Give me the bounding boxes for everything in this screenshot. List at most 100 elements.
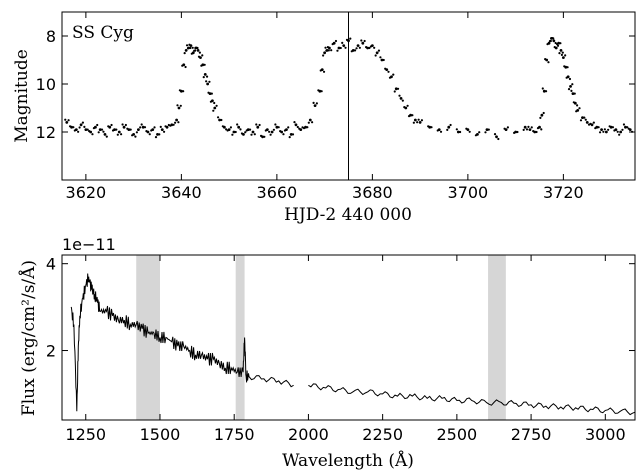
light-curve-point [175,118,179,122]
light-curve-point [465,127,468,130]
light-curve-point [207,91,210,94]
light-curve-point [379,56,382,59]
light-curve-point [203,63,206,66]
light-curve-points [64,37,634,141]
light-curve-point [188,43,191,46]
spectrum-xtick-label: 2000 [288,425,329,444]
light-curve-ytick-label: 12 [36,123,56,142]
light-curve-point [215,104,218,107]
light-curve-point [358,46,361,49]
spectrum-ytick-label: 2 [46,342,56,361]
light-curve-point [412,121,415,124]
light-curve-point [317,89,320,92]
light-curve-point [232,130,236,134]
light-curve-point [111,129,115,132]
light-curve-point [622,123,626,126]
light-curve-point [103,133,107,136]
light-curve-point [522,128,525,131]
light-curve-point [355,47,358,50]
light-curve-point [240,132,244,135]
light-curve-point [345,38,349,42]
light-curve-point [189,46,192,50]
light-curve-point [177,106,181,110]
light-curve-point [363,39,366,43]
light-curve-point [124,123,127,127]
light-curve-point [573,92,576,95]
light-curve-point [289,133,293,136]
spectrum-xtick-label: 1250 [65,425,106,444]
light-curve-point [84,128,88,132]
light-curve-point [399,97,403,100]
light-curve-point [282,133,285,136]
spectrum-scale-note: 1e−11 [62,235,116,254]
light-curve-point [64,118,67,121]
light-curve-point [176,104,179,107]
light-curve-xtick-label: 3700 [448,183,489,202]
light-curve-point [327,49,330,52]
light-curve-point [535,130,538,134]
light-curve-point [396,87,400,90]
light-curve-point [556,43,559,46]
light-curve-point [201,54,204,57]
light-curve-point [308,118,312,122]
light-curve-point [172,123,175,126]
light-curve-point [561,56,565,59]
light-curve-point [353,49,357,52]
light-curve-point [420,119,424,122]
light-curve-point [205,80,208,83]
light-curve-point [563,65,566,68]
light-curve-point [528,128,532,132]
spectrum-ylabel: Flux (erg/cm²/s/Å) [18,260,39,416]
light-curve-point [583,116,586,119]
light-curve-point [248,128,252,131]
light-curve-point [148,133,151,136]
light-curve-point [312,101,315,104]
spectrum-shaded-band [488,255,506,420]
light-curve-point [603,128,606,131]
light-curve-point [449,123,452,127]
light-curve-point [559,42,562,45]
light-curve-point [546,43,549,46]
light-curve-point [497,137,500,141]
light-curve-point [567,88,571,91]
light-curve-point [137,128,140,132]
light-curve-point [456,130,460,134]
light-curve-point [506,126,509,129]
light-curve-point [578,107,581,110]
light-curve-point [439,130,443,133]
light-curve-point [542,89,546,93]
light-curve-point [269,133,272,136]
light-curve-point [296,125,299,129]
light-curve-point [493,133,497,136]
spectrum-xtick-label: 2500 [437,425,478,444]
light-curve-point [181,64,184,67]
light-curve-point [585,121,589,124]
light-curve-point [178,89,181,92]
light-curve-point [487,128,490,131]
light-curve-point [131,134,134,137]
light-curve-point [92,127,96,130]
light-curve-point [121,123,124,126]
light-curve-point [274,123,277,126]
light-curve-point [107,125,110,128]
light-curve-ytick-label: 8 [46,27,56,46]
light-curve-point [96,123,99,127]
light-curve-point [401,99,404,102]
light-curve-point [349,37,352,40]
light-curve-point [342,44,346,47]
light-curve-point [393,90,396,93]
light-curve-point [129,128,132,131]
light-curve-point [365,46,368,49]
light-curve-point [375,51,379,55]
light-curve-point [436,129,439,132]
light-curve-point [368,46,371,50]
light-curve-point [307,121,310,124]
light-curve-point [324,46,327,49]
light-curve-point [525,128,529,131]
light-curve-point [141,125,145,129]
light-curve-point [556,44,560,47]
spectrum-xtick-label: 1750 [214,425,255,444]
light-curve-point [183,52,186,55]
light-curve-point [565,76,568,79]
light-curve-point [326,46,329,49]
